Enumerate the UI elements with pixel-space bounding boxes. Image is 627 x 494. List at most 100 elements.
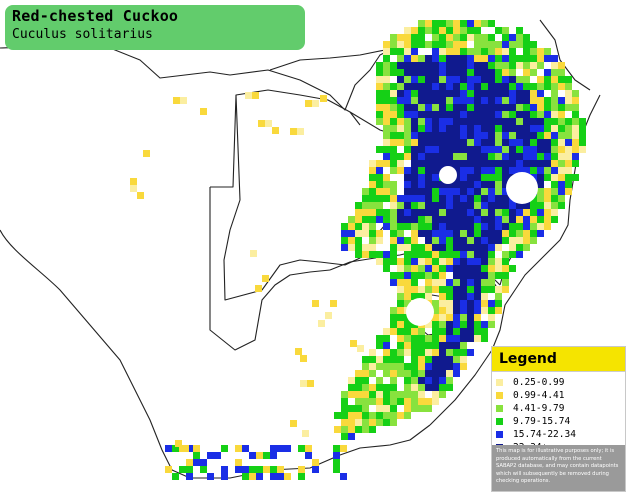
grid-cell	[404, 97, 411, 104]
grid-cell	[453, 370, 460, 377]
grid-cell	[481, 265, 488, 272]
grid-cell	[467, 90, 474, 97]
grid-cell	[411, 160, 418, 167]
grid-cell	[404, 391, 411, 398]
grid-cell	[446, 335, 453, 342]
grid-cell	[523, 209, 530, 216]
grid-cell	[523, 244, 530, 251]
grid-cell	[474, 20, 481, 27]
grid-cell	[467, 132, 474, 139]
grid-cell	[245, 92, 252, 99]
grid-cell	[404, 363, 411, 370]
grid-cell	[502, 55, 509, 62]
grid-cell	[425, 181, 432, 188]
grid-cell	[333, 459, 340, 466]
legend-item: 0.25-0.99	[496, 376, 625, 388]
grid-cell	[467, 216, 474, 223]
grid-cell	[425, 146, 432, 153]
grid-cell	[474, 216, 481, 223]
grid-cell	[165, 445, 172, 452]
grid-cell	[418, 265, 425, 272]
grid-cell	[383, 412, 390, 419]
grid-cell	[404, 167, 411, 174]
grid-cell	[516, 237, 523, 244]
grid-cell	[446, 300, 453, 307]
grid-cell	[551, 132, 558, 139]
grid-cell	[411, 111, 418, 118]
grid-cell	[530, 202, 537, 209]
grid-cell	[460, 202, 467, 209]
grid-cell	[446, 384, 453, 391]
grid-cell	[397, 286, 404, 293]
grid-cell	[467, 153, 474, 160]
grid-cell	[502, 111, 509, 118]
grid-cell	[418, 41, 425, 48]
grid-cell	[439, 216, 446, 223]
grid-cell	[376, 209, 383, 216]
grid-cell	[383, 419, 390, 426]
grid-cell	[537, 181, 544, 188]
grid-cell	[348, 384, 355, 391]
grid-cell	[481, 111, 488, 118]
grid-cell	[411, 181, 418, 188]
grid-cell	[411, 62, 418, 69]
grid-cell	[432, 216, 439, 223]
grid-cell	[397, 391, 404, 398]
grid-cell	[439, 62, 446, 69]
grid-cell	[460, 41, 467, 48]
grid-cell	[369, 426, 376, 433]
grid-cell	[418, 90, 425, 97]
grid-cell	[404, 202, 411, 209]
grid-cell	[446, 377, 453, 384]
grid-cell	[425, 174, 432, 181]
grid-cell	[404, 349, 411, 356]
legend-label: 0.99-4.41	[513, 389, 565, 401]
grid-cell	[305, 445, 312, 452]
grid-cell	[362, 202, 369, 209]
grid-cell	[523, 76, 530, 83]
grid-cell	[298, 466, 305, 473]
grid-cell	[453, 118, 460, 125]
grid-cell	[509, 139, 516, 146]
grid-cell	[537, 195, 544, 202]
grid-cell	[439, 20, 446, 27]
grid-cell	[467, 118, 474, 125]
grid-cell	[481, 328, 488, 335]
grid-cell	[565, 104, 572, 111]
grid-cell	[404, 286, 411, 293]
grid-cell	[460, 20, 467, 27]
grid-cell	[488, 62, 495, 69]
grid-cell	[537, 209, 544, 216]
grid-cell	[474, 125, 481, 132]
grid-cell	[383, 391, 390, 398]
grid-cell	[432, 153, 439, 160]
grid-cell	[404, 174, 411, 181]
grid-cell	[551, 118, 558, 125]
grid-cell	[551, 167, 558, 174]
grid-cell	[404, 251, 411, 258]
grid-cell	[404, 293, 411, 300]
legend-label: 0.25-0.99	[513, 376, 565, 388]
grid-cell	[488, 244, 495, 251]
grid-cell	[495, 258, 502, 265]
grid-cell	[432, 384, 439, 391]
grid-cell	[439, 104, 446, 111]
grid-cell	[439, 377, 446, 384]
grid-cell	[418, 216, 425, 223]
grid-cell	[467, 223, 474, 230]
grid-cell	[404, 41, 411, 48]
grid-cell	[488, 321, 495, 328]
grid-cell	[432, 139, 439, 146]
grid-cell	[263, 452, 270, 459]
grid-cell	[572, 146, 579, 153]
grid-cell	[432, 181, 439, 188]
grid-cell	[523, 62, 530, 69]
grid-cell	[334, 426, 341, 433]
grid-cell	[495, 195, 502, 202]
grid-cell	[509, 90, 516, 97]
grid-cell	[544, 111, 551, 118]
grid-cell	[509, 223, 516, 230]
grid-cell	[481, 216, 488, 223]
grid-cell	[460, 328, 467, 335]
grid-cell	[453, 125, 460, 132]
